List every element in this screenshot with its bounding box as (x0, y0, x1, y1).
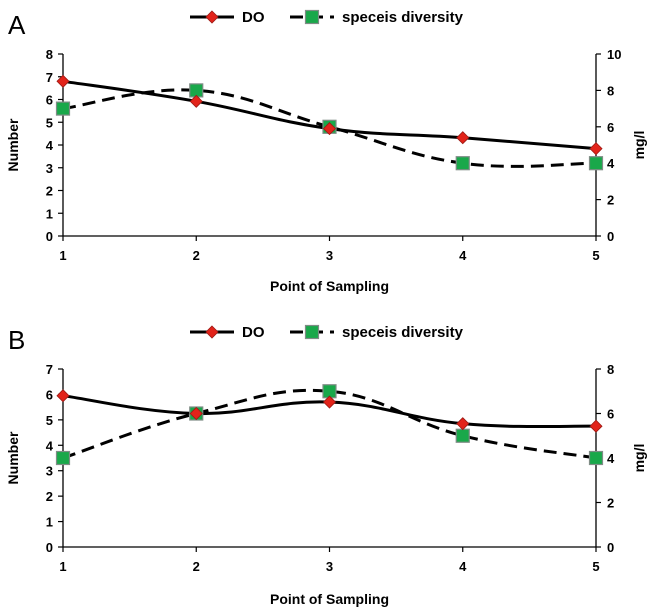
panel-b-series-do-point (322, 395, 337, 409)
panel-a-label: A (8, 10, 26, 40)
panel-b-xtick-label: 4 (459, 559, 467, 574)
panel-b-ytick-label: 6 (46, 387, 53, 402)
panel-a-ytick-label: 4 (46, 138, 54, 153)
panel-a-series-do-point (322, 122, 337, 136)
panel-a-series-speceis-diversity-point (588, 156, 604, 171)
panel-a-y2tick-label: 10 (607, 47, 621, 62)
panel-a-series-do-point (189, 94, 203, 108)
panel-a-xtick-label: 5 (592, 248, 599, 263)
panel-b-y2tick-label: 2 (607, 496, 614, 511)
panel-a-xtick-label: 3 (326, 248, 333, 263)
panel-b-legend-do-marker (205, 325, 219, 339)
panel-a-xlabel: Point of Sampling (270, 278, 389, 294)
panel-a-legend-do-label: DO (242, 9, 265, 26)
panel-b-y2tick-label: 6 (607, 407, 614, 422)
panel-a-xtick-label: 4 (459, 248, 467, 263)
panel-b-ylabel: Number (5, 431, 21, 484)
panel-a-ytick-label: 1 (46, 206, 53, 221)
panel-b-ytick-label: 5 (46, 413, 53, 428)
panel-a-ytick-label: 2 (46, 184, 53, 199)
panel-a-ylabel: Number (5, 118, 21, 171)
panel-a-y2tick-label: 2 (607, 193, 614, 208)
panel-b-xtick-label: 2 (193, 559, 200, 574)
panel-a-y2label: mg/l (631, 131, 647, 160)
panel-b-y2tick-label: 8 (607, 362, 614, 377)
panel-b-ytick-label: 4 (46, 438, 54, 453)
panel-b-legend-do-label: DO (242, 324, 265, 341)
panel-b-xtick-label: 3 (326, 559, 333, 574)
panel-a-y2tick-label: 8 (607, 83, 614, 98)
panel-b-series-do-point (456, 417, 470, 431)
panel-b-y2label: mg/l (631, 444, 647, 473)
panel-b-series-speceis-diversity-point (588, 450, 604, 466)
panel-a-series-speceis-diversity-point (455, 156, 470, 171)
panel-b-ytick-label: 0 (46, 540, 53, 555)
panel-a-series-do-point (56, 74, 70, 88)
panel-a-ytick-label: 5 (46, 115, 53, 130)
panel-b-y2tick-label: 4 (607, 451, 615, 466)
panel-a-ytick-label: 0 (46, 229, 53, 244)
panel-a-series-do-point (589, 142, 603, 156)
panel-a-xtick-label: 1 (59, 248, 66, 263)
panel-a-ytick-label: 7 (46, 70, 53, 85)
panel-a-legend-do-marker (205, 10, 219, 24)
panel-a-y2tick-label: 6 (607, 120, 614, 135)
panel-a-y2tick-label: 0 (607, 229, 614, 244)
panel-b-ytick-label: 3 (46, 464, 53, 479)
panel-a-xtick-label: 2 (193, 248, 200, 263)
panel-b-legend-speceis-diversity-label: speceis diversity (342, 324, 464, 341)
panel-b-legend-speceis-diversity-marker (304, 324, 320, 340)
panel-a-series-speceis-diversity-point (55, 101, 71, 116)
panel-a-ytick-label: 8 (46, 47, 53, 62)
panel-b-series-speceis-diversity-point (455, 428, 470, 443)
panel-b-xtick-label: 5 (592, 559, 599, 574)
panel-b-series-do-point (589, 419, 603, 433)
panel-b-series-do-point (56, 389, 70, 403)
panel-a-ytick-label: 6 (46, 93, 53, 108)
panel-b-series-do-point (189, 406, 203, 421)
panel-b-series-speceis-diversity-line (62, 388, 597, 460)
panel-a-y2tick-label: 4 (607, 156, 615, 171)
panel-b-y2tick-label: 0 (607, 540, 614, 555)
panel-b-series-speceis-diversity-point (55, 450, 71, 466)
panel-a-series-do-line (62, 79, 597, 151)
panel-a-legend-speceis-diversity-marker (304, 9, 320, 25)
panel-b-xlabel: Point of Sampling (270, 591, 389, 607)
panel-a-series-do-point (456, 131, 470, 145)
panel-a-ytick-label: 3 (46, 161, 53, 176)
panel-b-ytick-label: 2 (46, 489, 53, 504)
panel-b-ytick-label: 1 (46, 515, 53, 530)
panel-b-label: B (8, 325, 25, 355)
panel-a-legend-speceis-diversity-label: speceis diversity (342, 9, 464, 26)
panel-b-ytick-label: 7 (46, 362, 53, 377)
panel-b-xtick-label: 1 (59, 559, 66, 574)
